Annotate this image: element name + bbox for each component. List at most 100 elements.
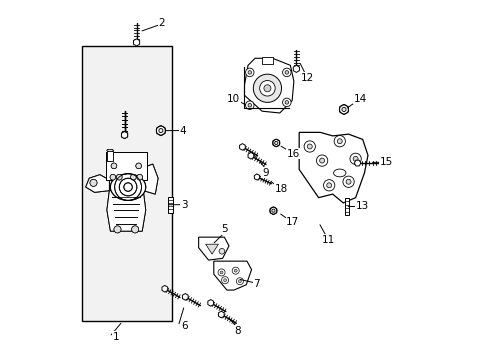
Circle shape — [282, 68, 290, 77]
Circle shape — [236, 278, 243, 285]
Text: 17: 17 — [285, 217, 299, 227]
Bar — [106, 152, 146, 180]
Circle shape — [285, 100, 288, 104]
Circle shape — [346, 179, 350, 184]
Polygon shape — [299, 132, 367, 203]
Polygon shape — [168, 197, 172, 213]
Ellipse shape — [110, 174, 145, 200]
Text: 2: 2 — [158, 18, 164, 28]
Ellipse shape — [107, 149, 113, 152]
Ellipse shape — [107, 149, 113, 152]
Text: 6: 6 — [181, 321, 187, 332]
Polygon shape — [143, 164, 158, 194]
Text: 18: 18 — [274, 184, 287, 194]
Circle shape — [272, 139, 279, 147]
Circle shape — [247, 71, 251, 74]
Circle shape — [159, 129, 163, 133]
Circle shape — [137, 174, 142, 180]
Circle shape — [326, 183, 331, 188]
Bar — [106, 152, 146, 180]
Circle shape — [304, 141, 315, 152]
Text: 4: 4 — [179, 126, 185, 136]
Circle shape — [131, 226, 139, 233]
Polygon shape — [344, 198, 348, 215]
Text: 11: 11 — [322, 235, 335, 245]
Circle shape — [114, 226, 121, 233]
Circle shape — [319, 158, 324, 163]
Circle shape — [253, 74, 281, 102]
Text: 3: 3 — [181, 200, 187, 210]
Circle shape — [136, 163, 141, 169]
Text: 14: 14 — [353, 94, 366, 104]
Circle shape — [259, 81, 275, 96]
Circle shape — [116, 174, 122, 180]
Bar — [107, 151, 113, 161]
Circle shape — [274, 141, 277, 145]
Circle shape — [316, 155, 327, 166]
Polygon shape — [107, 190, 145, 231]
Circle shape — [339, 105, 348, 114]
Polygon shape — [205, 244, 218, 254]
Text: 12: 12 — [300, 73, 314, 83]
Polygon shape — [143, 164, 158, 194]
Bar — [262, 57, 272, 64]
Polygon shape — [85, 175, 109, 192]
Circle shape — [306, 144, 312, 149]
Circle shape — [137, 174, 142, 180]
Circle shape — [131, 226, 139, 233]
Text: 16: 16 — [286, 149, 300, 158]
Polygon shape — [85, 175, 109, 192]
Polygon shape — [213, 261, 251, 290]
Text: 7: 7 — [253, 279, 260, 289]
Circle shape — [285, 71, 288, 74]
Circle shape — [238, 280, 241, 283]
Text: 1: 1 — [112, 332, 119, 342]
Text: 9: 9 — [263, 168, 269, 178]
Ellipse shape — [110, 174, 145, 200]
Circle shape — [130, 174, 136, 180]
Circle shape — [245, 68, 253, 77]
Circle shape — [114, 226, 121, 233]
Circle shape — [111, 163, 117, 169]
Circle shape — [223, 279, 226, 282]
Circle shape — [352, 156, 357, 161]
Circle shape — [337, 139, 342, 144]
Circle shape — [282, 98, 290, 107]
Circle shape — [323, 180, 334, 191]
Circle shape — [245, 101, 253, 109]
Circle shape — [90, 179, 97, 186]
Polygon shape — [198, 237, 228, 260]
Text: 10: 10 — [227, 94, 240, 104]
Circle shape — [264, 85, 270, 92]
Text: 5: 5 — [221, 224, 228, 234]
Circle shape — [156, 126, 165, 135]
Circle shape — [110, 174, 116, 180]
Circle shape — [221, 277, 228, 284]
Circle shape — [110, 174, 116, 180]
Polygon shape — [107, 190, 145, 231]
Circle shape — [349, 153, 361, 165]
Circle shape — [247, 103, 251, 107]
Circle shape — [136, 163, 141, 169]
Circle shape — [234, 269, 237, 272]
Circle shape — [218, 269, 224, 276]
Circle shape — [232, 267, 239, 274]
Polygon shape — [244, 58, 293, 113]
Text: 8: 8 — [233, 326, 240, 336]
Text: 15: 15 — [379, 157, 392, 167]
Circle shape — [116, 174, 122, 180]
Circle shape — [219, 248, 224, 254]
Circle shape — [111, 163, 117, 169]
Ellipse shape — [333, 169, 345, 177]
Circle shape — [269, 207, 276, 214]
Circle shape — [342, 176, 353, 188]
Circle shape — [341, 107, 346, 112]
Circle shape — [271, 209, 274, 212]
Circle shape — [90, 179, 97, 186]
Circle shape — [220, 271, 223, 274]
Bar — [82, 46, 172, 321]
Circle shape — [130, 174, 136, 180]
Text: 13: 13 — [355, 202, 368, 211]
Circle shape — [333, 136, 345, 147]
Bar — [107, 151, 113, 161]
